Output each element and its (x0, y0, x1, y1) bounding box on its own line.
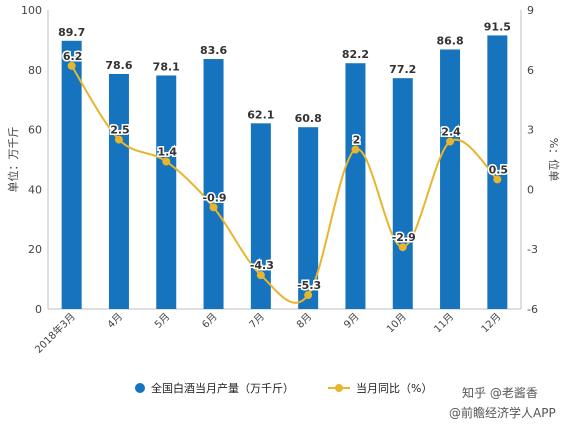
x-tick-label: 9月 (342, 311, 362, 331)
legend-bar-swatch (135, 383, 145, 393)
yoy-point (114, 135, 123, 144)
y-left-tick-label: 100 (21, 4, 42, 17)
bar (108, 73, 129, 310)
y-right-tick-label: -3 (527, 243, 538, 256)
yoy-point (446, 137, 455, 146)
yoy-point (493, 175, 502, 184)
y-right-tick-label: 6 (527, 64, 534, 77)
bar (487, 35, 508, 309)
bar-value-label: 91.5 (484, 20, 511, 33)
yoy-value-label: 2 (353, 134, 361, 147)
bar-value-label: 83.6 (200, 44, 227, 57)
x-tick-label: 7月 (247, 311, 267, 331)
yoy-value-label: -5.3 (297, 279, 321, 292)
bar (298, 127, 319, 309)
yoy-value-label: 6.2 (63, 50, 83, 63)
x-tick-label: 11月 (432, 311, 457, 336)
x-tick-label: 2018年3月 (32, 310, 78, 356)
yoy-value-label: 1.4 (158, 145, 178, 158)
yoy-point (304, 291, 313, 300)
legend-item-line: 当月同比（%） (328, 380, 432, 396)
yoy-line (70, 65, 499, 304)
watermark-zhihu: 知乎 @老酱香 (462, 386, 538, 400)
bar-value-label: 86.8 (436, 34, 463, 47)
bar (345, 63, 366, 309)
x-tick-label: 5月 (152, 311, 172, 331)
x-tick-label: 8月 (294, 311, 314, 331)
bar-value-label: 77.2 (389, 63, 416, 76)
yoy-point (256, 271, 265, 280)
yoy-point (209, 203, 218, 212)
y-left-tick-label: 0 (35, 303, 42, 316)
bar-value-label: 78.6 (105, 59, 132, 72)
y-right-axis-title: %：位单 (547, 138, 561, 181)
watermark-qianzhan: @前瞻经济学人APP (449, 406, 556, 420)
y-left-tick-label: 80 (28, 64, 42, 77)
yoy-value-label: -0.9 (203, 191, 227, 204)
y-right-tick-label: 9 (527, 4, 534, 17)
y-left-tick-label: 20 (28, 243, 42, 256)
yoy-value-label: -2.9 (392, 231, 416, 244)
y-left-tick-label: 40 (28, 183, 42, 196)
bar (440, 49, 461, 310)
bar (61, 40, 82, 310)
bar (392, 78, 413, 309)
yoy-point (351, 145, 360, 154)
x-tick-label: 6月 (200, 311, 220, 331)
bar-value-label: 60.8 (295, 112, 322, 125)
yoy-point (398, 243, 407, 252)
yoy-value-label: 2.5 (110, 124, 130, 137)
y-left-tick-label: 60 (28, 124, 42, 137)
legend: 全国白酒当月产量（万千斤） 当月同比（%） (0, 380, 567, 400)
yoy-value-label: 2.4 (441, 126, 461, 139)
bar (156, 75, 177, 309)
bar-value-label: 89.7 (58, 26, 85, 39)
yoy-point (67, 61, 76, 70)
y-right-tick-label: 3 (527, 124, 534, 137)
legend-line-label: 当月同比（%） (356, 382, 433, 395)
bar (250, 123, 271, 309)
x-tick-label: 10月 (384, 311, 409, 336)
yoy-value-label: -4.3 (250, 259, 274, 272)
bar-value-label: 62.1 (247, 108, 274, 121)
legend-item-bar: 全国白酒当月产量（万千斤） (135, 380, 294, 396)
legend-line-swatch (328, 383, 350, 393)
x-tick-label: 12月 (479, 311, 504, 336)
yoy-value-label: 0.5 (489, 163, 509, 176)
bar-value-label: 82.2 (342, 48, 369, 61)
y-right-tick-label: 0 (527, 183, 534, 196)
yoy-point (162, 157, 171, 166)
bar-value-label: 78.1 (153, 60, 180, 73)
legend-bar-label: 全国白酒当月产量（万千斤） (151, 382, 294, 395)
bar (203, 59, 224, 310)
y-left-axis-title: 单位：万千斤 (6, 127, 20, 193)
chart-area: 0 20 40 60 80 100 -6 -3 0 3 6 9 单位：万千斤 %：位单 2018年3月 4月 5… (6, 4, 561, 356)
x-tick-label: 4月 (105, 311, 125, 331)
y-right-tick-label: -6 (527, 303, 538, 316)
